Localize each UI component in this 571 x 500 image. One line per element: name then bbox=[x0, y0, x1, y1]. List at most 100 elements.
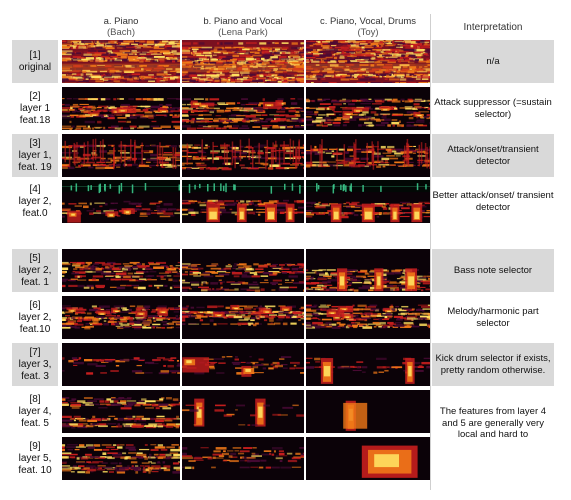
spectrogram-panel bbox=[306, 296, 430, 339]
spectrogram-image bbox=[182, 390, 304, 433]
divider-line bbox=[430, 14, 431, 490]
spectrogram-panel bbox=[306, 87, 430, 130]
row-label-line: feat. 19 bbox=[18, 161, 52, 173]
row-label-line: layer 1 bbox=[19, 102, 50, 114]
column-title: a. Piano bbox=[103, 16, 139, 27]
spectrogram-image bbox=[306, 87, 430, 130]
row-label-line: feat. 5 bbox=[21, 417, 49, 429]
row-label-line: [5] bbox=[29, 252, 41, 264]
interpretation-text: Attack suppressor (=sustain selector) bbox=[434, 97, 552, 120]
spectrogram-panel bbox=[306, 180, 430, 223]
spectrogram-image bbox=[182, 343, 304, 386]
spectrogram-panel bbox=[182, 437, 304, 480]
row-label-line: feat. 3 bbox=[21, 370, 49, 382]
spectrogram-image bbox=[62, 437, 180, 480]
spectrogram-panel bbox=[182, 40, 304, 83]
spectrogram-image bbox=[62, 40, 180, 83]
column-subtitle: (Bach) bbox=[107, 27, 135, 38]
spectrogram-panel bbox=[182, 180, 304, 223]
spectrogram-panel bbox=[62, 87, 180, 130]
spectrogram-image bbox=[306, 249, 430, 292]
spectrogram-image bbox=[182, 40, 304, 83]
spectrogram-image bbox=[62, 134, 180, 177]
spectrogram-panel bbox=[182, 87, 304, 130]
interpretation-text: Attack/onset/transient detector bbox=[432, 134, 554, 177]
spectrogram-image bbox=[306, 437, 430, 480]
spectrogram-panel bbox=[306, 134, 430, 177]
spectrogram-image bbox=[306, 343, 430, 386]
spectrogram-panel bbox=[62, 437, 180, 480]
spectrogram-image bbox=[62, 390, 180, 433]
spectrogram-panel bbox=[62, 343, 180, 386]
column-title: b. Piano and Vocal bbox=[203, 16, 283, 27]
row-label: [1] original bbox=[12, 40, 58, 83]
interpretation-text: Bass note selector bbox=[432, 249, 554, 292]
row-label-line: layer 2, bbox=[18, 264, 52, 276]
row-label-line: layer 4, bbox=[18, 405, 52, 417]
row-label-line: feat.10 bbox=[19, 323, 51, 335]
spectrogram-image bbox=[182, 180, 304, 223]
row-label-line: feat.18 bbox=[19, 114, 51, 126]
column-title: c. Piano, Vocal, Drums bbox=[319, 16, 417, 27]
column-header-b: b. Piano and Vocal (Lena Park) bbox=[182, 16, 304, 38]
row-label-line: feat.0 bbox=[22, 207, 48, 219]
row-label: [8] layer 4, feat. 5 bbox=[12, 390, 58, 433]
interpretation-text: n/a bbox=[432, 40, 554, 83]
spectrogram-panel bbox=[62, 249, 180, 292]
row-label-line: layer 2, bbox=[18, 195, 52, 207]
spectrogram-image bbox=[306, 390, 430, 433]
spectrogram-panel bbox=[306, 343, 430, 386]
spectrogram-image bbox=[62, 343, 180, 386]
spectrogram-image bbox=[306, 134, 430, 177]
row-label: [5] layer 2, feat. 1 bbox=[12, 249, 58, 292]
spectrogram-panel bbox=[62, 296, 180, 339]
row-label: [3] layer 1, feat. 19 bbox=[12, 134, 58, 177]
interpretation-text: The features from layer 4 and 5 are gene… bbox=[439, 406, 547, 440]
spectrogram-panel bbox=[306, 390, 430, 433]
interpretation-text: Kick drum selector if exists, pretty ran… bbox=[432, 343, 554, 386]
row-label: [9] layer 5, feat. 10 bbox=[12, 437, 58, 480]
row-label-line: [1] bbox=[29, 49, 41, 61]
row-label-line: [2] bbox=[29, 90, 41, 102]
row-label-line: feat. 1 bbox=[21, 276, 49, 288]
spectrogram-image bbox=[62, 249, 180, 292]
spectrogram-panel bbox=[306, 40, 430, 83]
row-label-line: layer 5, bbox=[18, 452, 52, 464]
row-label: [4] layer 2, feat.0 bbox=[12, 180, 58, 223]
spectrogram-image bbox=[306, 180, 430, 223]
spectrogram-image bbox=[182, 134, 304, 177]
row-label-line: feat. 10 bbox=[18, 464, 52, 476]
spectrogram-panel bbox=[182, 343, 304, 386]
spectrogram-image bbox=[306, 40, 430, 83]
spectrogram-panel bbox=[62, 134, 180, 177]
interpretation-text: Melody/harmonic part selector bbox=[447, 306, 539, 329]
column-subtitle: (Lena Park) bbox=[218, 27, 268, 38]
spectrogram-panel bbox=[62, 40, 180, 83]
spectrogram-image bbox=[182, 249, 304, 292]
row-label: [6] layer 2, feat.10 bbox=[12, 296, 58, 339]
row-label-line: [9] bbox=[29, 440, 41, 452]
spectrogram-image bbox=[306, 296, 430, 339]
row-label-line: layer 3, bbox=[18, 358, 52, 370]
spectrogram-panel bbox=[306, 437, 430, 480]
spectrogram-image bbox=[62, 87, 180, 130]
row-label-line: [7] bbox=[29, 346, 41, 358]
row-label-line: original bbox=[18, 61, 52, 73]
row-label-line: [6] bbox=[29, 299, 41, 311]
column-subtitle: (Toy) bbox=[357, 27, 379, 38]
spectrogram-image bbox=[62, 296, 180, 339]
interpretation-text: Better attack/onset/ transient detector bbox=[432, 190, 554, 213]
row-label-line: [4] bbox=[29, 183, 41, 195]
spectrogram-panel bbox=[62, 180, 180, 223]
spectrogram-panel bbox=[306, 249, 430, 292]
spectrogram-panel bbox=[182, 296, 304, 339]
column-header-c: c. Piano, Vocal, Drums (Toy) bbox=[306, 16, 430, 38]
spectrogram-panel bbox=[182, 249, 304, 292]
row-label-line: [8] bbox=[29, 393, 41, 405]
spectrogram-image bbox=[182, 87, 304, 130]
row-label-line: [3] bbox=[29, 137, 41, 149]
spectrogram-image bbox=[62, 180, 180, 223]
spectrogram-image bbox=[182, 437, 304, 480]
column-header-a: a. Piano (Bach) bbox=[62, 16, 180, 38]
spectrogram-panel bbox=[182, 390, 304, 433]
